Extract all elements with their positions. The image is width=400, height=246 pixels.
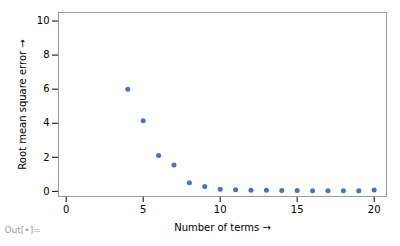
svg-text:0: 0 [63, 204, 69, 215]
svg-text:10: 10 [37, 15, 50, 26]
svg-text:Out[•]=: Out[•]= [5, 225, 41, 235]
svg-text:15: 15 [291, 204, 304, 215]
svg-text:8: 8 [43, 49, 49, 60]
svg-text:Root mean square error →: Root mean square error → [17, 39, 28, 169]
svg-text:5: 5 [140, 204, 146, 215]
svg-text:2: 2 [43, 152, 49, 163]
svg-text:4: 4 [43, 117, 49, 128]
svg-text:20: 20 [368, 204, 381, 215]
svg-text:0: 0 [43, 186, 49, 197]
svg-text:Number of terms →: Number of terms → [174, 222, 271, 233]
svg-text:6: 6 [43, 83, 49, 94]
svg-text:10: 10 [214, 204, 227, 215]
